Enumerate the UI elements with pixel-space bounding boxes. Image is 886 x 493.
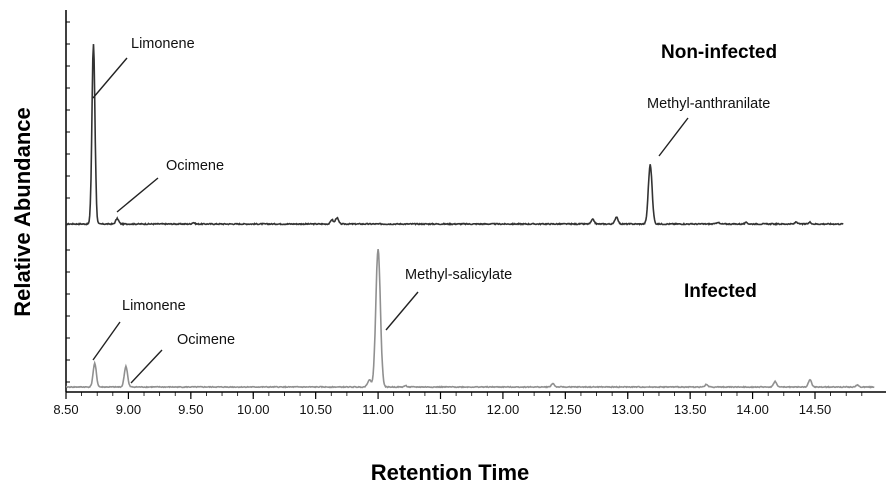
- x-axis-ticks: 8.50 9.00 9.50 10.00 10.50 11.00 11.50 12.00 12.…: [53, 392, 831, 417]
- y-axis-title: Relative Abundance: [10, 107, 35, 316]
- annotation-lines: [92, 57, 689, 384]
- x-tick-label: 12.50: [549, 402, 582, 417]
- leader-limonene-infected: [92, 321, 121, 361]
- label-ocimene-infected: Ocimene: [177, 332, 235, 348]
- panel-label-non-infected: Non-infected: [661, 42, 777, 63]
- label-methyl-anthranilate: Methyl-anthranilate: [647, 96, 770, 112]
- y-axis-ticks: [66, 21, 70, 383]
- label-ocimene-non-infected: Ocimene: [166, 158, 224, 174]
- leader-methyl-anthranilate: [658, 117, 689, 157]
- leader-ocimene-non-infected: [116, 177, 159, 213]
- x-axis-title: Retention Time: [371, 460, 530, 485]
- x-tick-label: 9.00: [116, 402, 141, 417]
- x-tick-label: 14.00: [736, 402, 769, 417]
- trace-non-infected: [65, 44, 844, 227]
- x-tick-label: 8.50: [53, 402, 78, 417]
- x-tick-label: 13.00: [611, 402, 644, 417]
- leader-limonene-non-infected: [92, 57, 128, 99]
- x-tick-label: 10.50: [299, 402, 332, 417]
- x-tick-label: 11.50: [425, 402, 457, 417]
- x-tick-label: 11.00: [362, 402, 394, 417]
- leader-methyl-salicylate: [385, 291, 419, 331]
- x-tick-label: 9.50: [178, 402, 203, 417]
- leader-ocimene-infected: [130, 349, 163, 384]
- label-limonene-infected: Limonene: [122, 298, 186, 314]
- x-tick-label: 14.50: [799, 402, 832, 417]
- x-tick-label: 10.00: [237, 402, 270, 417]
- x-tick-label: 13.50: [674, 402, 707, 417]
- x-axis-minor-ticks: [65, 392, 863, 396]
- trace-infected: [65, 249, 875, 389]
- x-tick-label: 12.00: [487, 402, 520, 417]
- label-limonene-non-infected: Limonene: [131, 36, 195, 52]
- label-methyl-salicylate: Methyl-salicylate: [405, 267, 512, 283]
- panel-label-infected: Infected: [684, 281, 757, 302]
